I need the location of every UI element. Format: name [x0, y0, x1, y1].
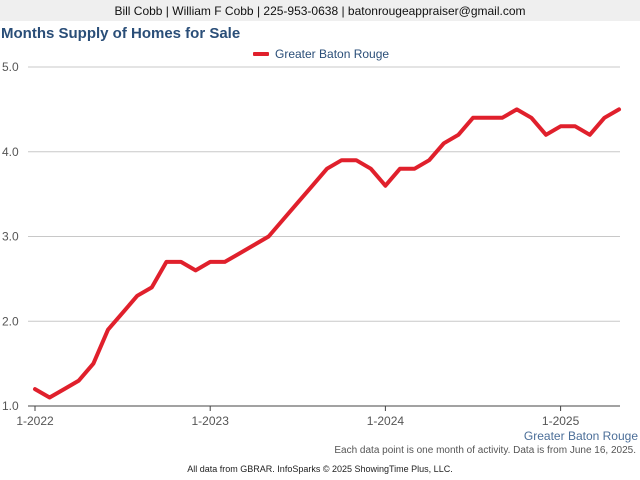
x-tick-label: 1-2024: [367, 414, 405, 428]
data-point: [121, 311, 124, 314]
legend-swatch: [253, 52, 269, 56]
y-tick-label: 1.0: [2, 399, 19, 413]
data-point: [311, 184, 314, 187]
data-point: [603, 116, 606, 119]
x-tick-label: 1-2025: [542, 414, 580, 428]
data-point: [399, 167, 402, 170]
data-point: [34, 388, 37, 391]
data-point: [442, 142, 445, 145]
data-point: [253, 243, 256, 246]
data-point: [136, 294, 139, 297]
data-point: [238, 252, 241, 255]
data-point: [413, 167, 416, 170]
data-point: [559, 125, 562, 128]
y-tick-label: 3.0: [2, 230, 19, 244]
x-axis-label: Greater Baton Rouge: [523, 429, 638, 443]
y-tick-label: 4.0: [2, 145, 19, 159]
data-point: [340, 159, 343, 162]
y-tick-label: 5.0: [2, 60, 19, 74]
copyright-text: All data from GBRAR. InfoSparks © 2025 S…: [187, 464, 453, 474]
x-tick-label: 1-2023: [192, 414, 230, 428]
data-point: [457, 133, 460, 136]
data-point: [48, 396, 51, 399]
data-point: [574, 125, 577, 128]
data-point: [384, 184, 387, 187]
line-chart: 1.0 2.0 3.0 4.0 5.0 1-2022 1-2023 1-2024 1-2025: [2, 60, 621, 428]
data-point: [369, 167, 372, 170]
chart-legend: Greater Baton Rouge: [253, 46, 389, 62]
data-point: [296, 201, 299, 204]
legend-label: Greater Baton Rouge: [275, 47, 390, 61]
data-point: [180, 260, 183, 263]
data-point: [545, 133, 548, 136]
data-point: [618, 108, 621, 111]
chart-title: Months Supply of Homes for Sale: [1, 25, 241, 42]
data-point: [107, 328, 110, 331]
data-point: [530, 116, 533, 119]
data-point: [282, 218, 285, 221]
data-point: [428, 159, 431, 162]
data-point: [165, 260, 168, 263]
contact-text: Bill Cobb | William F Cobb | 225-953-063…: [114, 3, 526, 18]
y-tick-label: 2.0: [2, 314, 19, 328]
data-point: [355, 159, 358, 162]
series-line: [33, 107, 621, 400]
data-point: [77, 379, 80, 382]
data-note: Each data point is one month of activity…: [334, 445, 636, 456]
contact-bar: Bill Cobb | William F Cobb | 225-953-063…: [0, 0, 640, 21]
data-point: [326, 167, 329, 170]
data-point: [501, 116, 504, 119]
data-point: [588, 133, 591, 136]
data-point: [92, 362, 95, 365]
data-point: [194, 269, 197, 272]
data-point: [472, 116, 475, 119]
data-point: [150, 286, 153, 289]
data-point: [63, 388, 66, 391]
data-point: [515, 108, 518, 111]
data-point: [223, 260, 226, 263]
data-point: [486, 116, 489, 119]
x-tick-label: 1-2022: [16, 414, 54, 428]
data-point: [267, 235, 270, 238]
data-point: [209, 260, 212, 263]
